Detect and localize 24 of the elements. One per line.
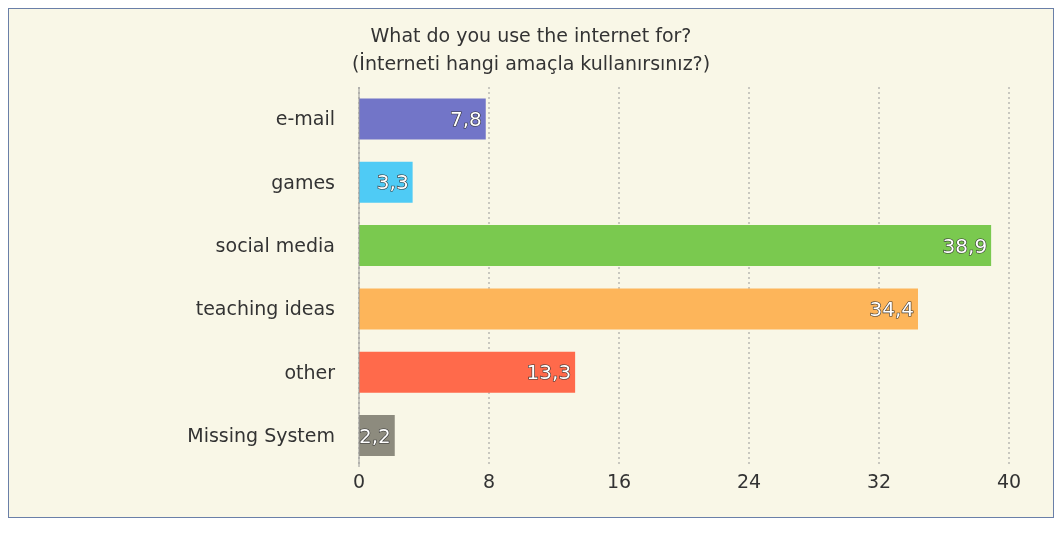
x-tick-label: 40 bbox=[996, 470, 1022, 493]
bar bbox=[359, 288, 918, 330]
bar bbox=[359, 351, 576, 393]
y-tick-label: teaching ideas bbox=[195, 297, 335, 320]
y-tick-label: other bbox=[284, 360, 336, 383]
x-tick-label: 24 bbox=[736, 470, 762, 493]
x-tick-label: 32 bbox=[866, 470, 892, 493]
data-label: 7,8 bbox=[449, 106, 482, 131]
chart-subtitle: (İnterneti hangi amaçla kullanırsınız?) bbox=[350, 51, 712, 76]
y-tick-label: Missing System bbox=[187, 424, 335, 447]
y-tick-label: social media bbox=[215, 234, 335, 257]
chart-title: What do you use the internet for? bbox=[369, 23, 693, 48]
data-label: 2,2 bbox=[358, 423, 391, 448]
data-label: 3,3 bbox=[376, 170, 409, 195]
y-tick-label: games bbox=[271, 170, 335, 193]
x-tick-label: 0 bbox=[352, 470, 366, 493]
data-label: 34,4 bbox=[869, 296, 914, 321]
x-tick-label: 16 bbox=[606, 470, 632, 493]
bar bbox=[359, 98, 486, 140]
data-label: 13,3 bbox=[526, 360, 572, 385]
bar bbox=[359, 225, 992, 267]
data-label: 38,9 bbox=[942, 233, 988, 258]
x-tick-label: 8 bbox=[482, 470, 496, 493]
y-tick-label: e-mail bbox=[275, 107, 335, 130]
